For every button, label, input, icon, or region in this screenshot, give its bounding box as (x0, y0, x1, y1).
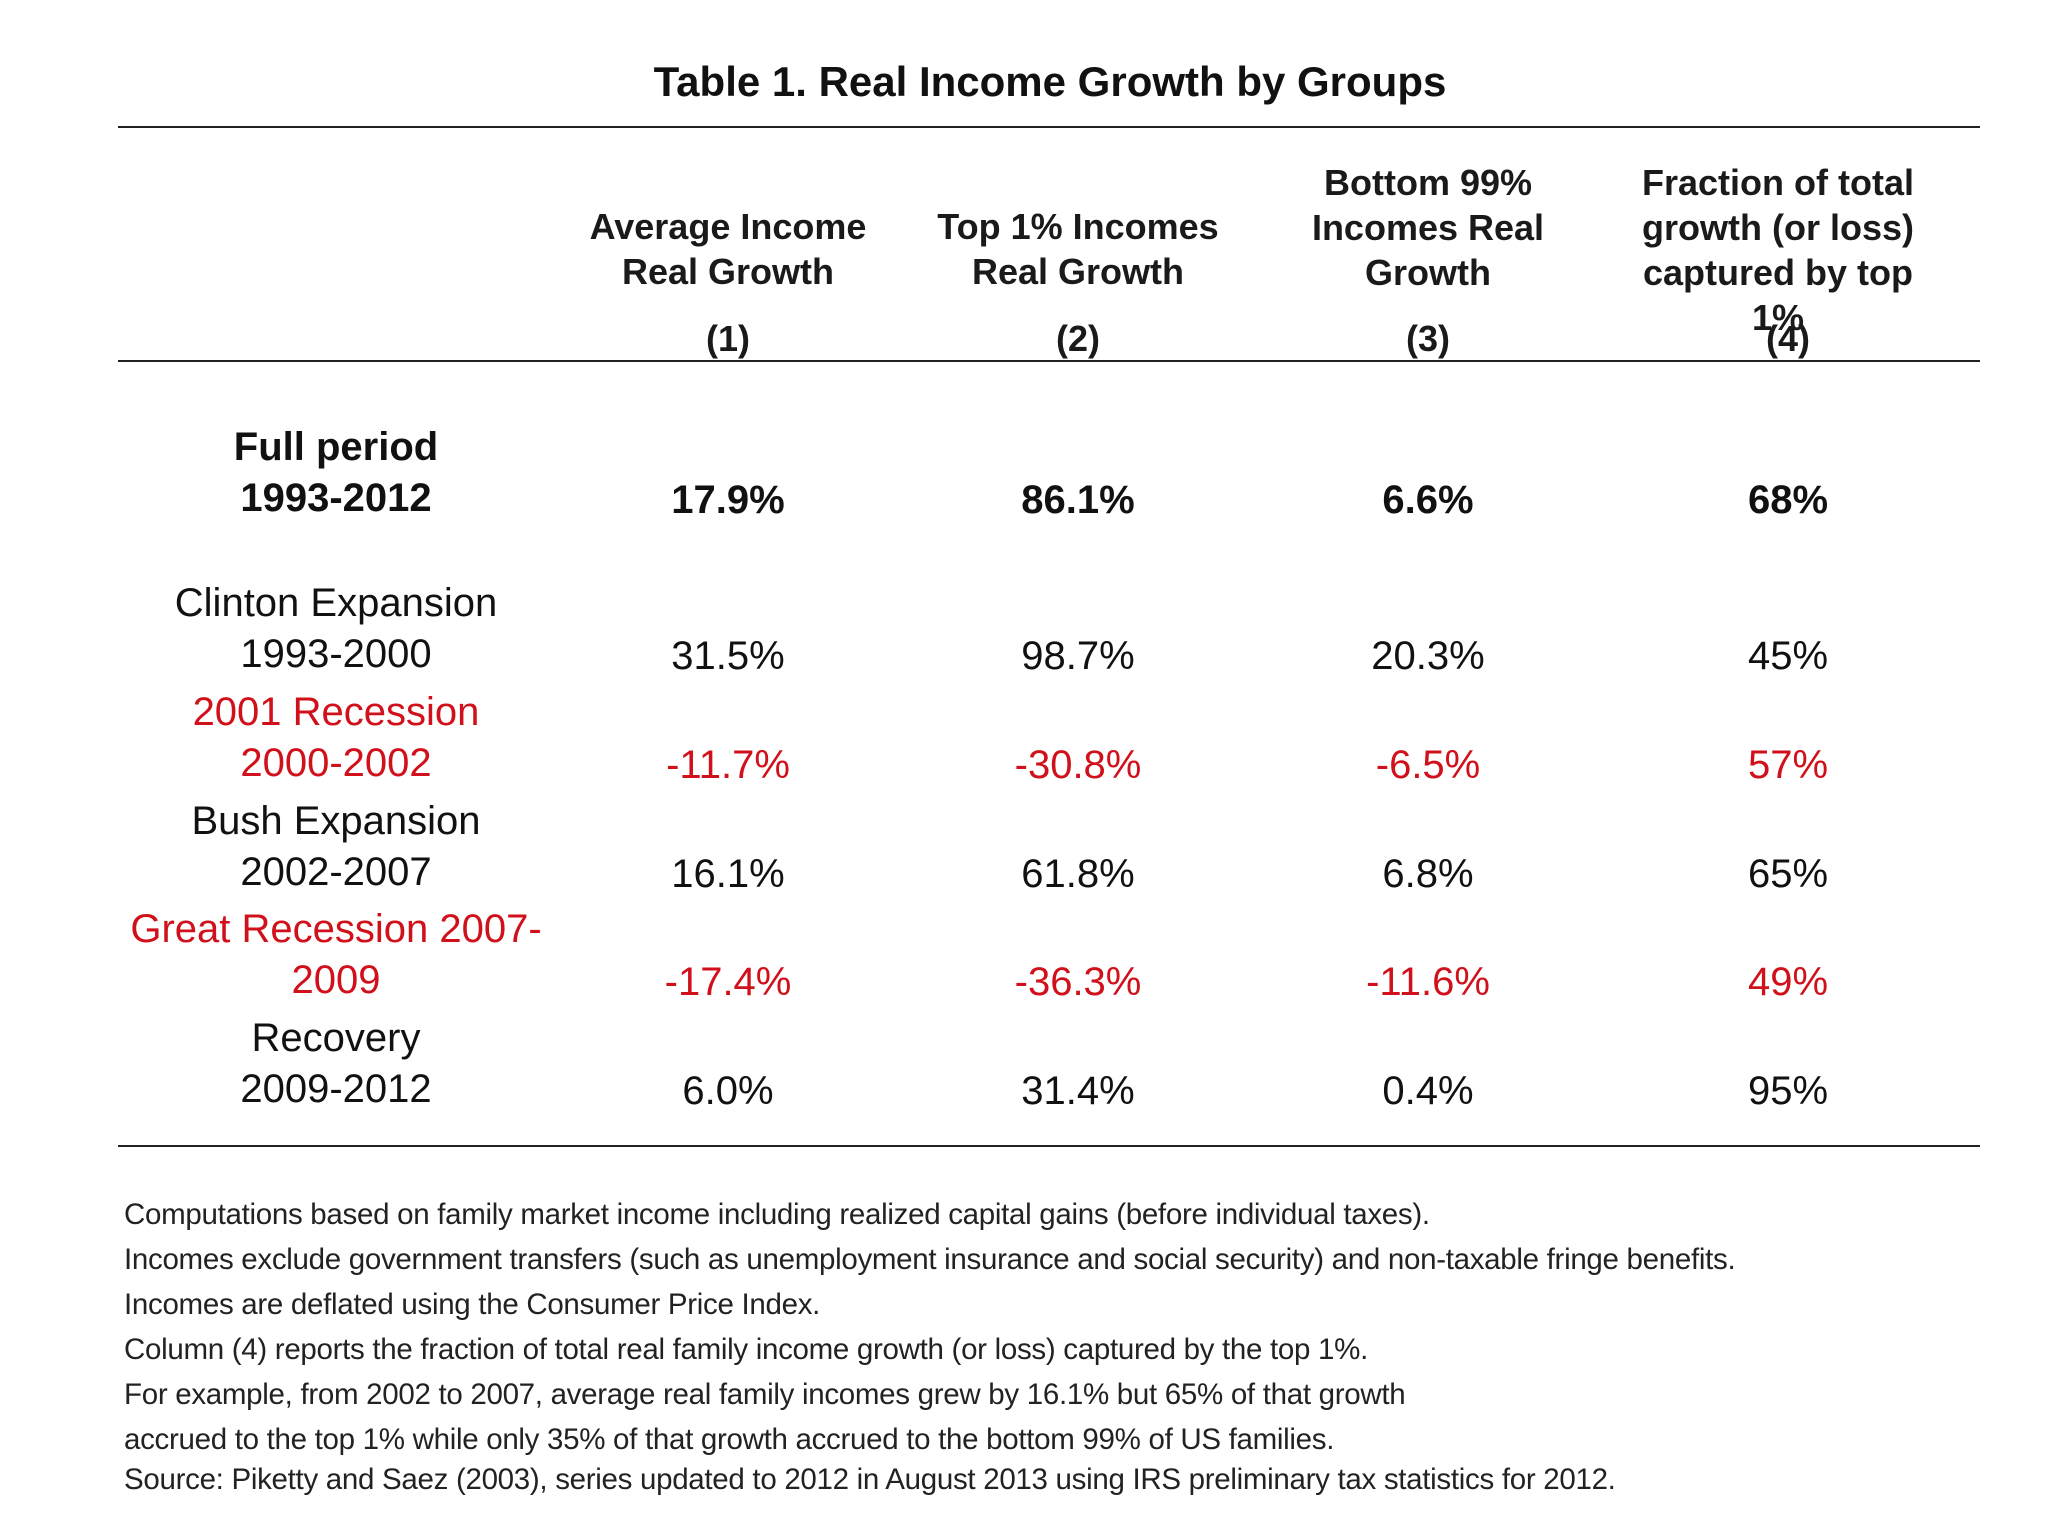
column-header-3: Bottom 99% Incomes Real Growth (1311, 162, 1545, 293)
top-rule (118, 126, 1980, 128)
table-cell: 0.4% (1382, 1069, 1474, 1113)
table-cell: 45% (1747, 634, 1829, 678)
table-cell: 16.1% (671, 852, 785, 896)
row-label-line2: 2009-2012 (240, 1067, 432, 1111)
row-label-line2: 1993-2000 (240, 632, 432, 676)
row-label-2001-recession: 2001 Recession 2000-2002 (118, 687, 554, 789)
row-label-line2: 2002-2007 (240, 850, 432, 894)
table-cell: 57% (1747, 743, 1829, 787)
table-title: Table 1. Real Income Growth by Groups (653, 58, 1447, 105)
table-cell: -11.7% (666, 743, 790, 787)
row-label-line1: Clinton Expansion (174, 581, 498, 625)
column-number-3: (3) (1406, 318, 1450, 359)
table-cell: 20.3% (1371, 634, 1485, 678)
table-cell: -11.6% (1366, 960, 1490, 1004)
table-cell: 31.5% (671, 634, 785, 678)
table-cell: -36.3% (1014, 960, 1142, 1004)
table-cell: 6.8% (1382, 852, 1474, 896)
column-header-1: Average Income Real Growth (589, 206, 867, 292)
table-cell: 6.0% (682, 1069, 774, 1113)
table-cell: 49% (1747, 960, 1829, 1004)
note-line: Incomes are deflated using the Consumer … (124, 1288, 821, 1321)
row-label-clinton-expansion: Clinton Expansion 1993-2000 (118, 578, 554, 680)
row-label-line1: Full period (233, 425, 439, 469)
column-number-1: (1) (706, 318, 750, 359)
table-cell: 95% (1747, 1069, 1829, 1113)
column-number-4: (4) (1766, 318, 1810, 359)
header-rule (118, 360, 1980, 362)
row-label-line1: 2001 Recession (192, 690, 480, 734)
table-cell: -17.4% (664, 960, 792, 1004)
row-label-line2: 2000-2002 (240, 741, 432, 785)
table-cell: 17.9% (671, 478, 785, 522)
row-label-great-recession: Great Recession 2007- 2009 (118, 904, 554, 1006)
note-line: accrued to the top 1% while only 35% of … (124, 1423, 1335, 1456)
row-label-recovery: Recovery 2009-2012 (118, 1013, 554, 1115)
source-line: Source: Piketty and Saez (2003), series … (124, 1463, 1616, 1496)
row-label-line1: Bush Expansion (191, 799, 481, 843)
table-cell: 86.1% (1021, 478, 1135, 522)
table-cell: 65% (1747, 852, 1829, 896)
row-label-line2: 1993-2012 (240, 476, 432, 520)
row-label-bush-expansion: Bush Expansion 2002-2007 (118, 796, 554, 898)
table-notes: Computations based on family market inco… (124, 1192, 1736, 1502)
column-header-2: Top 1% Incomes Real Growth (937, 206, 1219, 292)
note-line: Computations based on family market inco… (124, 1198, 1430, 1231)
table-cell: -6.5% (1375, 743, 1481, 787)
note-line: For example, from 2002 to 2007, average … (124, 1378, 1406, 1411)
table-cell: 31.4% (1021, 1069, 1135, 1113)
row-label-line1: Great Recession 2007- (130, 907, 542, 951)
note-line: Column (4) reports the fraction of total… (124, 1333, 1368, 1366)
row-label-line1: Recovery (251, 1016, 421, 1060)
table-cell: 98.7% (1021, 634, 1135, 678)
note-line: Incomes exclude government transfers (su… (124, 1243, 1736, 1276)
table-cell: 61.8% (1021, 852, 1135, 896)
column-number-2: (2) (1056, 318, 1100, 359)
table-cell: -30.8% (1014, 743, 1142, 787)
table-cell: 6.6% (1382, 478, 1474, 522)
column-header-4: Fraction of total growth (or loss) captu… (1642, 162, 1914, 338)
bottom-rule (118, 1145, 1980, 1147)
row-label-line2: 2009 (291, 958, 381, 1002)
table-cell: 68% (1747, 478, 1829, 522)
row-label-full-period: Full period 1993-2012 (118, 422, 554, 524)
